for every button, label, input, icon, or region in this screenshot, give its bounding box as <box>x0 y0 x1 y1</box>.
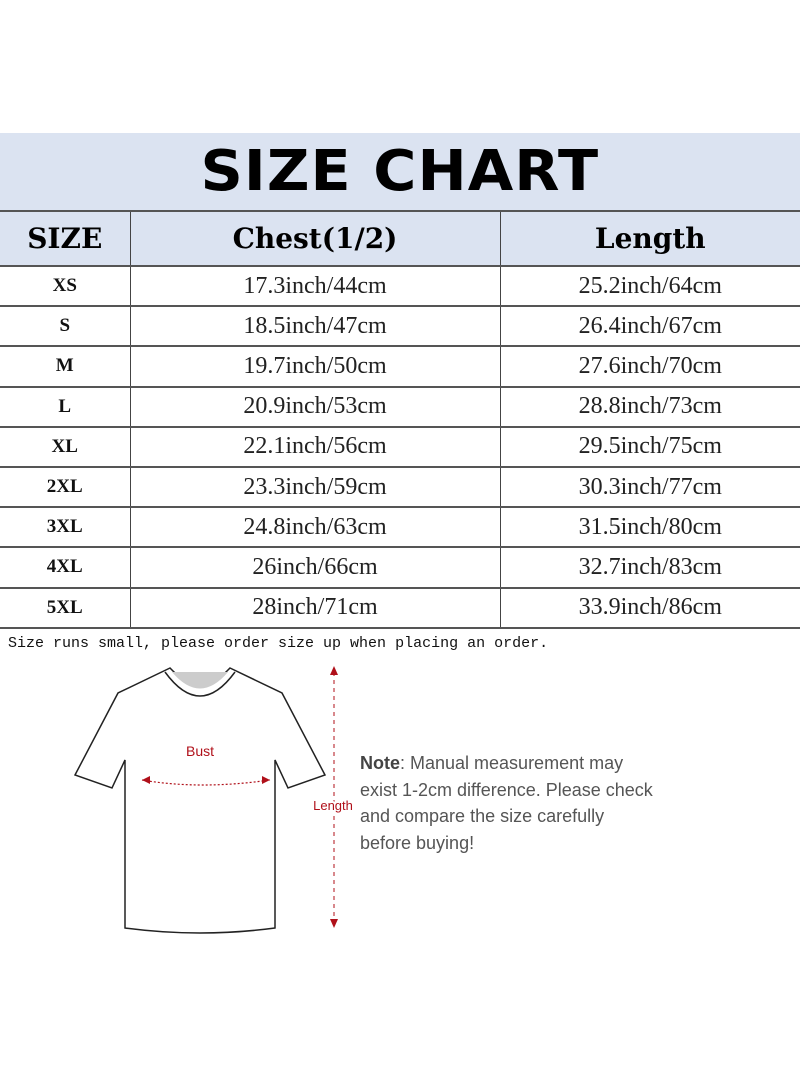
note-text: : Manual measurement may exist 1-2cm dif… <box>360 753 653 853</box>
cell-size: L <box>0 385 130 427</box>
page-title: SIZE CHART <box>200 139 600 204</box>
cell-chest: 24.8inch/63cm <box>129 506 500 548</box>
cell-size: 3XL <box>0 506 130 548</box>
table-row: 2XL 23.3inch/59cm 30.3inch/77cm <box>0 465 800 508</box>
cell-length: 28.8inch/73cm <box>499 385 800 427</box>
table-row: XS 17.3inch/44cm 25.2inch/64cm <box>0 264 800 307</box>
header-size: SIZE <box>0 210 130 266</box>
cell-length: 25.2inch/64cm <box>499 264 800 307</box>
cell-length: 30.3inch/77cm <box>499 465 800 508</box>
cell-chest: 23.3inch/59cm <box>129 465 500 508</box>
table-row: M 19.7inch/50cm 27.6inch/70cm <box>0 345 800 387</box>
cell-size: 4XL <box>0 546 130 588</box>
cell-chest: 18.5inch/47cm <box>129 305 500 347</box>
header-chest: Chest(1/2) <box>129 210 500 266</box>
cell-length: 31.5inch/80cm <box>499 506 800 548</box>
header-length: Length <box>499 210 800 266</box>
bust-label: Bust <box>186 743 214 759</box>
cell-size: S <box>0 305 130 347</box>
length-label: Length <box>313 798 353 813</box>
bust-arrow <box>141 779 271 786</box>
cell-size: XS <box>0 264 130 307</box>
cell-chest: 26inch/66cm <box>129 546 500 588</box>
table-row: XL 22.1inch/56cm 29.5inch/75cm <box>0 425 800 467</box>
cell-chest: 20.9inch/53cm <box>129 385 500 427</box>
size-runs-small-note: Size runs small, please order size up wh… <box>8 635 549 652</box>
note-label: Note <box>360 753 400 773</box>
title-band: SIZE CHART <box>0 133 800 210</box>
cell-length: 26.4inch/67cm <box>499 305 800 347</box>
cell-length: 33.9inch/86cm <box>499 586 800 629</box>
size-table: SIZE Chest(1/2) Length XS 17.3inch/44cm 25… <box>0 210 800 629</box>
cell-size: 5XL <box>0 586 130 629</box>
cell-size: 2XL <box>0 465 130 508</box>
cell-chest: 19.7inch/50cm <box>129 345 500 387</box>
cell-length: 32.7inch/83cm <box>499 546 800 588</box>
cell-length: 29.5inch/75cm <box>499 425 800 467</box>
table-row: 3XL 24.8inch/63cm 31.5inch/80cm <box>0 506 800 548</box>
cell-chest: 28inch/71cm <box>129 586 500 629</box>
table-row: 4XL 26inch/66cm 32.7inch/83cm <box>0 546 800 588</box>
cell-length: 27.6inch/70cm <box>499 345 800 387</box>
table-row: S 18.5inch/47cm 26.4inch/67cm <box>0 305 800 347</box>
cell-size: XL <box>0 425 130 467</box>
cell-size: M <box>0 345 130 387</box>
table-row: L 20.9inch/53cm 28.8inch/73cm <box>0 385 800 427</box>
tshirt-outline <box>73 667 327 934</box>
cell-chest: 22.1inch/56cm <box>129 425 500 467</box>
table-row: 5XL 28inch/71cm 33.9inch/86cm <box>0 586 800 629</box>
measurement-note: Note: Manual measurement may exist 1-2cm… <box>360 750 660 856</box>
table-header-row: SIZE Chest(1/2) Length <box>0 210 800 266</box>
tshirt-diagram: Bust Length <box>73 666 355 934</box>
cell-chest: 17.3inch/44cm <box>129 264 500 307</box>
